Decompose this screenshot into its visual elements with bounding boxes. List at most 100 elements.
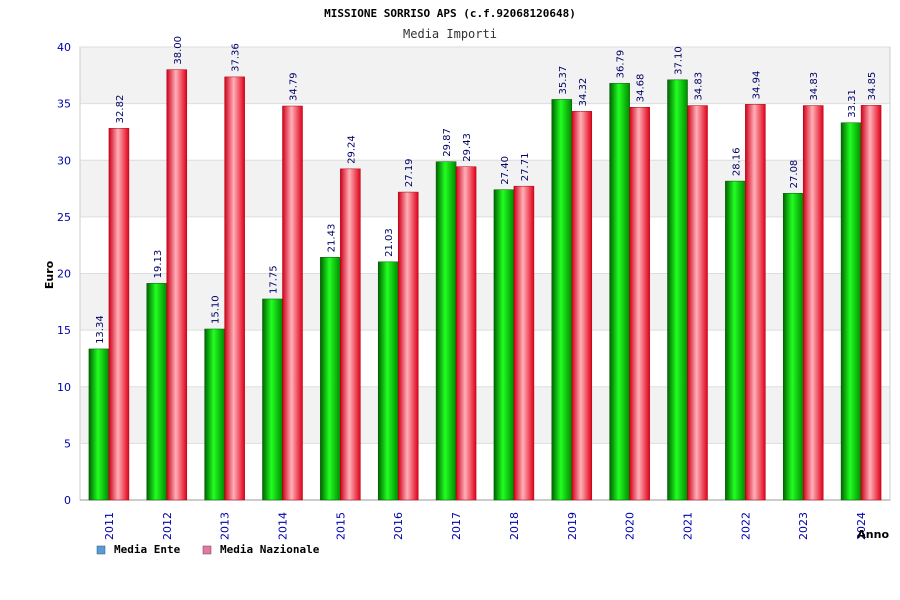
x-tick-label: 2023: [797, 512, 810, 540]
value-label: 34.83: [809, 72, 820, 101]
bar-media-ente-2024: [840, 122, 862, 501]
plot-band: [80, 160, 890, 217]
bar-media-ente-2014: [262, 298, 283, 501]
value-label: 34.83: [694, 72, 705, 101]
y-tick-label: 35: [57, 98, 71, 111]
bar-media-nazionale-2018: [513, 185, 535, 501]
bar-media-nazionale-2022: [745, 104, 766, 501]
legend-label-media-ente: Media Ente: [114, 543, 181, 556]
plot-band: [80, 443, 890, 500]
value-label: 27.19: [404, 158, 415, 187]
bars: [88, 69, 882, 501]
value-label: 27.71: [520, 153, 531, 182]
bar-media-nazionale-2021: [687, 105, 708, 501]
bar-media-nazionale-2017: [455, 166, 477, 501]
x-tick-label: 2014: [277, 512, 290, 540]
chart-subtitle: Media Importi: [403, 27, 497, 41]
bar-media-ente-2021: [667, 79, 688, 501]
x-tick-label: 2015: [334, 512, 347, 540]
y-axis-label: Euro: [43, 260, 56, 289]
value-label: 29.43: [462, 133, 473, 162]
bar-media-nazionale-2015: [340, 168, 361, 501]
plot-band: [80, 47, 890, 104]
x-axis-label: Anno: [857, 528, 889, 541]
value-labels: 13.34 32.82 19.13 38.00 15.10 37.36 17.75 34.79…: [95, 36, 878, 344]
value-label: 15.10: [211, 295, 222, 324]
bar-media-nazionale-2019: [571, 111, 593, 501]
bar-media-nazionale-2016: [397, 191, 419, 501]
legend-label-media-nazionale: Media Nazionale: [220, 543, 320, 556]
bar-media-ente-2013: [204, 328, 225, 501]
value-label: 35.37: [558, 66, 569, 95]
bar-media-nazionale-2011: [108, 128, 130, 501]
plot-band: [80, 216, 890, 274]
value-label: 34.68: [636, 74, 647, 103]
x-tick-label: 2020: [624, 512, 637, 540]
bar-media-ente-2018: [493, 189, 515, 501]
bar-media-ente-2012: [146, 283, 168, 501]
x-tick-label: 2017: [450, 512, 463, 540]
bar-media-ente-2015: [320, 257, 341, 501]
value-label: 29.87: [442, 128, 453, 157]
value-label: 17.75: [269, 265, 280, 294]
plot-band: [80, 273, 890, 331]
bar-media-ente-2022: [725, 180, 746, 501]
bar-media-ente-2020: [609, 83, 630, 501]
y-tick-label: 15: [57, 324, 71, 337]
y-tick-label: 30: [57, 154, 71, 167]
x-tick-label: 2024: [855, 512, 868, 540]
x-tick-label: 2018: [508, 512, 521, 540]
x-tick-label: 2019: [566, 512, 579, 540]
x-tick-label: 2016: [392, 512, 405, 540]
bar-media-ente-2016: [377, 261, 399, 501]
bar-media-nazionale-2023: [802, 105, 824, 501]
value-label: 36.79: [616, 50, 627, 79]
plot-band: [80, 330, 890, 387]
value-label: 34.32: [578, 78, 589, 107]
value-label: 28.16: [731, 147, 742, 176]
value-label: 38.00: [173, 36, 184, 65]
chart-title: MISSIONE SORRISO APS (c.f.92068120648): [324, 7, 576, 20]
x-axis-ticks: 2011 2012 2013 2014 2015 2016 2017 2018 2019 2020…: [103, 512, 868, 540]
y-tick-label: 40: [57, 41, 71, 54]
x-tick-label: 2013: [219, 512, 232, 540]
plot-band: [80, 103, 890, 161]
value-label: 33.31: [847, 89, 858, 118]
plot-band: [80, 386, 890, 444]
bar-media-nazionale-2013: [224, 76, 245, 501]
y-tick-label: 10: [57, 381, 71, 394]
value-label: 34.79: [289, 72, 300, 101]
value-label: 21.03: [384, 228, 395, 257]
y-tick-label: 25: [57, 211, 71, 224]
x-tick-label: 2011: [103, 512, 116, 540]
x-tick-label: 2021: [682, 512, 695, 540]
value-label: 32.82: [115, 95, 126, 124]
value-label: 21.43: [326, 224, 337, 253]
value-label: 34.94: [751, 71, 762, 100]
bar-media-nazionale-2020: [629, 106, 650, 501]
bar-media-ente-2023: [782, 193, 804, 501]
value-label: 34.85: [867, 72, 878, 101]
bar-media-ente-2019: [551, 99, 573, 501]
legend: Media Ente Media Nazionale: [96, 543, 320, 556]
value-label: 27.08: [789, 160, 800, 189]
bar-media-nazionale-2012: [166, 69, 188, 501]
value-label: 27.40: [500, 156, 511, 185]
value-label: 29.24: [346, 135, 357, 164]
x-tick-label: 2022: [739, 512, 752, 540]
legend-swatch-media-nazionale: [202, 545, 212, 555]
legend-swatch-media-ente: [96, 545, 106, 555]
x-tick-label: 2012: [161, 512, 174, 540]
y-axis-ticks: 0 5 10 15 20 25 30 35 40: [57, 41, 71, 507]
value-label: 37.36: [231, 43, 242, 72]
value-label: 19.13: [153, 250, 164, 279]
bar-media-ente-2017: [435, 161, 457, 501]
bar-media-nazionale-2014: [282, 105, 303, 501]
value-label: 37.10: [674, 46, 685, 75]
bar-media-ente-2011: [88, 348, 110, 501]
y-tick-label: 0: [64, 494, 71, 507]
y-tick-label: 20: [57, 268, 71, 281]
bar-media-nazionale-2024: [860, 105, 882, 501]
value-label: 13.34: [95, 315, 106, 344]
